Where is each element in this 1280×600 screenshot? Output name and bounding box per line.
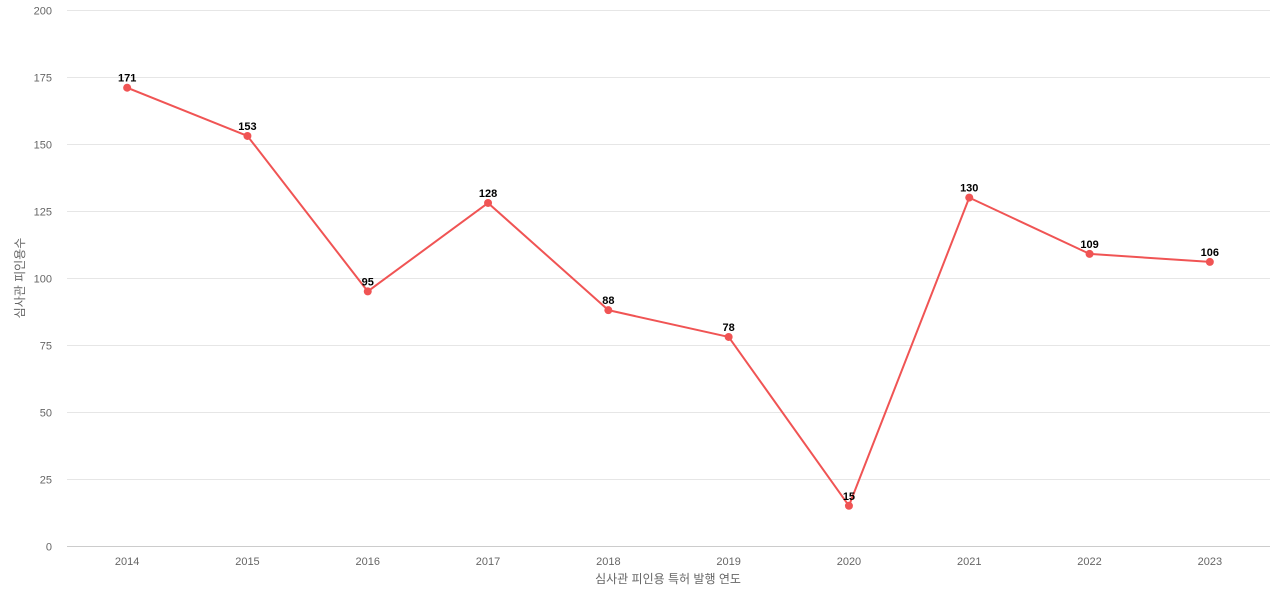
data-label: 106 (1201, 247, 1219, 259)
data-point[interactable] (604, 306, 613, 315)
x-tick-label: 2016 (356, 556, 380, 568)
y-tick-label: 175 (34, 73, 52, 85)
y-axis-ticks: 0 25 50 75 100 125 150 175 200 (34, 6, 52, 554)
y-tick-label: 200 (34, 6, 52, 18)
x-tick-label: 2015 (235, 556, 259, 568)
x-tick-label: 2023 (1198, 556, 1222, 568)
x-tick-label: 2014 (115, 556, 139, 568)
data-point[interactable] (1085, 249, 1094, 258)
y-tick-label: 0 (46, 542, 52, 554)
x-tick-label: 2021 (957, 556, 981, 568)
x-axis-title: 심사관 피인용 특허 발행 연도 (595, 571, 741, 586)
line-path (126, 86, 1210, 507)
data-label: 88 (602, 295, 614, 307)
data-point[interactable] (123, 83, 132, 92)
data-label: 153 (238, 121, 256, 133)
x-tick-label: 2018 (596, 556, 620, 568)
x-axis-ticks: 2014 2015 2016 2017 2018 2019 2020 2021 2022 2023 (115, 556, 1222, 568)
x-tick-label: 2019 (716, 556, 740, 568)
y-axis-title: 심사관 피인용수 (13, 238, 27, 319)
data-point[interactable] (965, 193, 974, 202)
data-point[interactable] (243, 131, 252, 140)
data-labels: 171 153 95 128 88 78 15 130 109 106 (118, 73, 1219, 503)
data-label: 78 (723, 322, 735, 334)
series-line (126, 86, 1210, 507)
data-point[interactable] (484, 198, 493, 207)
data-point[interactable] (724, 332, 733, 341)
y-tick-label: 25 (40, 475, 52, 487)
y-tick-label: 50 (40, 408, 52, 420)
y-tick-label: 150 (34, 140, 52, 152)
data-label: 171 (118, 73, 136, 85)
data-point[interactable] (1205, 257, 1214, 266)
data-point[interactable] (363, 287, 372, 296)
data-label: 130 (960, 183, 978, 195)
y-tick-label: 125 (34, 207, 52, 219)
data-label: 95 (362, 276, 374, 288)
x-tick-label: 2020 (837, 556, 861, 568)
gridlines (67, 10, 1270, 480)
y-tick-label: 100 (34, 274, 52, 286)
x-tick-label: 2022 (1077, 556, 1101, 568)
data-point[interactable] (844, 501, 853, 510)
data-label: 128 (479, 188, 497, 200)
x-tick-label: 2017 (476, 556, 500, 568)
data-label: 109 (1080, 239, 1098, 251)
data-label: 15 (843, 491, 855, 503)
y-tick-label: 75 (40, 341, 52, 353)
data-points[interactable] (123, 83, 1214, 510)
